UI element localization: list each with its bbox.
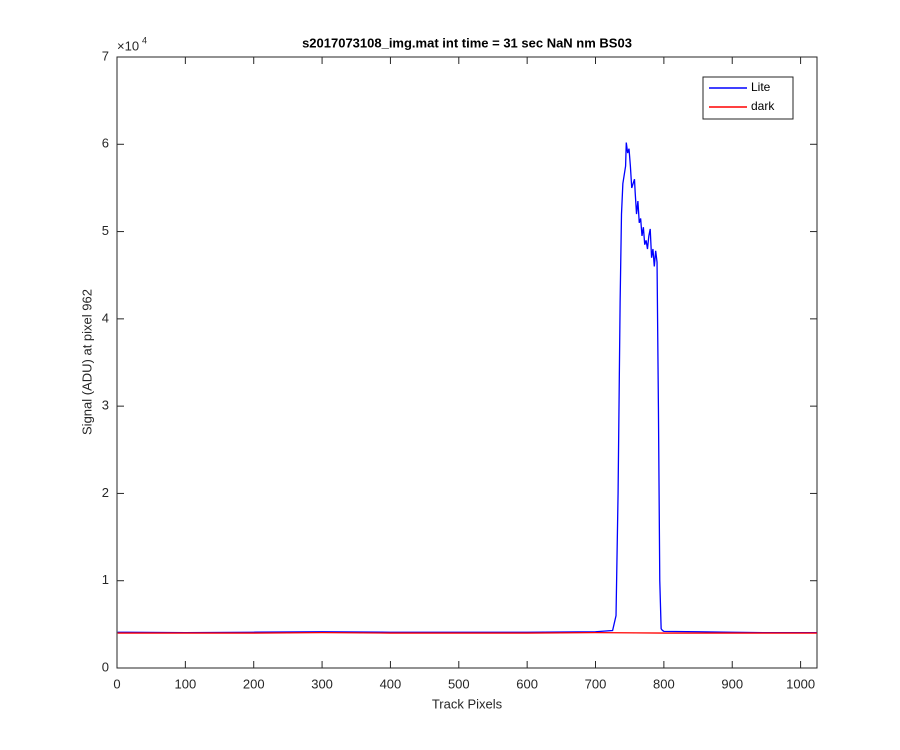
y-multiplier-exponent: 4 (142, 35, 147, 45)
y-axis-label: Signal (ADU) at pixel 962 (79, 289, 94, 435)
legend-label: dark (751, 99, 775, 113)
legend-box (702, 76, 794, 120)
x-axis-label: Track Pixels (432, 696, 503, 711)
y-tick-label: 7 (102, 48, 109, 63)
y-tick-label: 3 (102, 398, 109, 413)
series-line (117, 142, 817, 634)
x-tick-label: 400 (380, 676, 402, 691)
y-multiplier: ×10 (117, 38, 139, 53)
y-tick-label: 4 (102, 310, 109, 325)
x-tick-label: 200 (243, 676, 265, 691)
x-tick-label: 600 (516, 676, 538, 691)
y-tick-label: 2 (102, 485, 109, 500)
x-tick-label: 500 (448, 676, 470, 691)
x-tick-label: 800 (653, 676, 675, 691)
x-tick-label: 0 (113, 676, 120, 691)
y-tick-label: 1 (102, 572, 109, 587)
x-tick-label: 1000 (786, 676, 815, 691)
x-tick-label: 700 (585, 676, 607, 691)
legend-label: Lite (751, 80, 771, 94)
y-tick-label: 5 (102, 223, 109, 238)
x-tick-label: 900 (721, 676, 743, 691)
x-tick-label: 100 (175, 676, 197, 691)
plot-area (116, 56, 818, 669)
chart-title: s2017073108_img.mat int time = 31 sec Na… (302, 35, 632, 50)
x-tick-label: 300 (311, 676, 333, 691)
y-tick-label: 6 (102, 136, 109, 151)
y-tick-label: 0 (102, 659, 109, 674)
